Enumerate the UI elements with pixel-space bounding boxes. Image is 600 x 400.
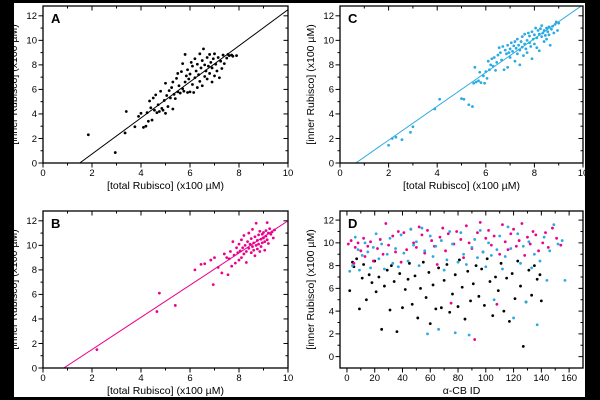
panel-B-ticks xyxy=(38,211,289,373)
panel-C-xtick: 4 xyxy=(435,168,440,179)
panel-D-series-magenta xyxy=(346,220,563,341)
panel-A: 0 2 4 6 8 10 0 2 4 6 8 10 12 [total Rubisco] (x100 µM… xyxy=(8,5,294,192)
panel-B-series-B xyxy=(95,221,276,352)
panel-A-ylabel: [inner Rubisco] (x100 µM) xyxy=(8,24,20,144)
panel-D-xtick: 80 xyxy=(453,373,464,384)
panel-D-ytick: 0 xyxy=(329,352,334,363)
panel-B-ytick: 2 xyxy=(32,339,37,350)
panel-A-ytick: 8 xyxy=(32,60,37,71)
panel-D-ytick: 4 xyxy=(329,306,334,317)
panel-D-ytick: 2 xyxy=(329,329,334,340)
panel-D-data xyxy=(346,220,567,348)
panel-B: 0 2 4 6 8 10 0 2 4 6 8 10 12 [total Rubisco] (x100 µM… xyxy=(8,210,294,397)
panel-A-xtick: 2 xyxy=(89,168,94,179)
panel-A-frame xyxy=(42,5,289,164)
panel-C-frame xyxy=(339,5,584,164)
panel-D-ytick: 10 xyxy=(323,238,334,249)
panel-D-ylabel: [inner Rubisco] (x100 µM) xyxy=(305,229,317,349)
panel-A-fit-line xyxy=(79,9,288,163)
panel-C-ylabel: [inner Rubisco] (x100 µM) xyxy=(305,24,317,144)
panel-A-xtick: 4 xyxy=(138,168,143,179)
panel-C-fit-line xyxy=(355,6,583,163)
panel-C-xtick: 8 xyxy=(532,168,537,179)
panel-C-ytick: 2 xyxy=(329,134,334,145)
panel-D-xtick: 120 xyxy=(506,373,522,384)
panel-B-ytick: 6 xyxy=(32,290,37,301)
panel-B-ytick: 10 xyxy=(26,241,37,252)
panel-C-ytick: 0 xyxy=(329,158,334,169)
panel-C-xlabel: [total Rubisco] (x100 µM) xyxy=(403,180,520,192)
panel-D-xtick: 100 xyxy=(478,373,494,384)
panel-A-ytick: 4 xyxy=(32,109,37,120)
panel-B-ytick: 0 xyxy=(32,363,37,374)
panel-B-letter: B xyxy=(51,216,60,231)
panel-B-xtick: 4 xyxy=(138,373,143,384)
panel-D-series-black xyxy=(348,257,543,348)
panel-D-ytick: 8 xyxy=(329,261,334,272)
panel-A-data xyxy=(79,9,288,163)
panel-D-series-cyan xyxy=(348,223,567,337)
panel-D-ticks xyxy=(335,211,583,373)
panel-C-ytick: 6 xyxy=(329,85,334,96)
panel-A-ytick: 2 xyxy=(32,134,37,145)
panel-B-xtick: 8 xyxy=(236,373,241,384)
panel-C-xtick: 6 xyxy=(483,168,488,179)
panel-B-xtick: 0 xyxy=(40,373,45,384)
panel-C: 0 2 4 6 8 10 0 2 4 6 8 10 12 [total Rubisco] (x100 µM… xyxy=(305,5,588,192)
panel-A-ytick: 10 xyxy=(26,36,37,47)
panel-B-xtick: 6 xyxy=(187,373,192,384)
panel-A-xtick: 8 xyxy=(236,168,241,179)
panel-A-xtick: 6 xyxy=(187,168,192,179)
panel-C-xtick: 10 xyxy=(578,168,589,179)
panel-B-xtick: 2 xyxy=(89,373,94,384)
panel-A-letter: A xyxy=(51,11,61,26)
panel-C-data xyxy=(355,6,583,163)
panel-D-xtick: 60 xyxy=(425,373,436,384)
panel-D-xlabel: α-CB ID xyxy=(443,385,481,397)
panel-A-ytick: 0 xyxy=(32,158,37,169)
panel-B-ytick: 12 xyxy=(26,216,37,227)
panel-A-xtick: 0 xyxy=(40,168,45,179)
panel-B-ylabel: [inner Rubisco] (x100 µM) xyxy=(8,229,20,349)
panel-D-xtick: 160 xyxy=(561,373,577,384)
panel-C-xtick: 2 xyxy=(386,168,391,179)
panel-A-series-A xyxy=(86,47,238,154)
panel-B-ytick: 8 xyxy=(32,265,37,276)
panel-D-xtick: 140 xyxy=(533,373,549,384)
panel-C-series-C xyxy=(387,20,561,147)
panel-A-ytick: 6 xyxy=(32,85,37,96)
panel-B-xtick: 10 xyxy=(283,373,294,384)
panel-D-ytick: 6 xyxy=(329,284,334,295)
panel-B-frame xyxy=(42,210,289,369)
panel-D-xtick: 20 xyxy=(369,373,380,384)
panel-A-ytick: 12 xyxy=(26,11,37,22)
panel-C-ytick: 8 xyxy=(329,60,334,71)
panel-B-data xyxy=(63,220,288,368)
panel-A-xlabel: [total Rubisco] (x100 µM) xyxy=(107,180,224,192)
panel-D-xtick: 40 xyxy=(397,373,408,384)
panel-B-ytick: 4 xyxy=(32,314,37,325)
panel-D-ytick: 12 xyxy=(323,215,334,226)
panel-D-letter: D xyxy=(348,216,357,231)
panel-D-frame xyxy=(339,210,584,369)
panel-D: 0 20 40 60 80 100 120 140 160 0 2 4 6 8 10 12 α-CB ID [in… xyxy=(305,210,584,397)
panel-A-ticks xyxy=(38,6,289,168)
panel-C-ytick: 10 xyxy=(323,36,334,47)
panel-C-letter: C xyxy=(348,11,358,26)
panel-C-ytick: 12 xyxy=(323,11,334,22)
panel-C-xtick: 0 xyxy=(337,168,342,179)
panel-B-xlabel: [total Rubisco] (x100 µM) xyxy=(107,385,224,397)
panel-C-ytick: 4 xyxy=(329,109,334,120)
panel-A-xtick: 10 xyxy=(283,168,294,179)
panel-D-xtick: 0 xyxy=(344,373,349,384)
